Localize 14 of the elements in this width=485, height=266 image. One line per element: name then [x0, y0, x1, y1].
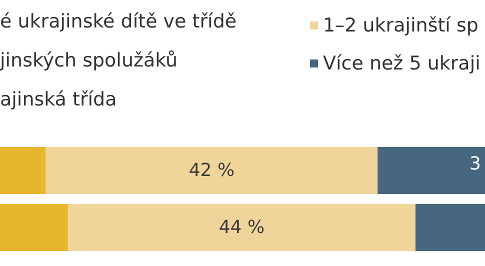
legend-label: Více než 5 ukraji [323, 52, 480, 74]
annotation: 3 [470, 154, 481, 174]
bar [378, 147, 485, 194]
legend-label: 1–2 ukrajinští sp [323, 14, 478, 36]
bar [46, 147, 378, 194]
bar [0, 204, 68, 251]
bar [415, 204, 485, 251]
data-label: 42 % [188, 160, 235, 181]
text: jinských spolužáků [0, 50, 178, 72]
data-label: 44 % [218, 217, 265, 238]
bar [0, 147, 46, 194]
text: ajinská třída [0, 88, 117, 110]
text: é ukrajinské dítě ve třídě [0, 10, 237, 32]
bar [68, 204, 416, 251]
